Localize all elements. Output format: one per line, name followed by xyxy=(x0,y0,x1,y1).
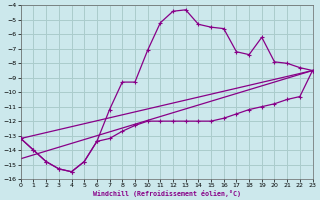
X-axis label: Windchill (Refroidissement éolien,°C): Windchill (Refroidissement éolien,°C) xyxy=(93,190,241,197)
